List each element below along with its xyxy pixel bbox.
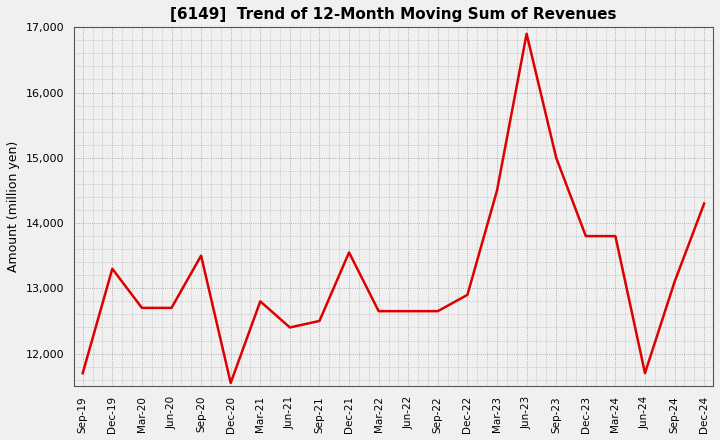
Title: [6149]  Trend of 12-Month Moving Sum of Revenues: [6149] Trend of 12-Month Moving Sum of R… [170, 7, 617, 22]
Y-axis label: Amount (million yen): Amount (million yen) [7, 141, 20, 272]
